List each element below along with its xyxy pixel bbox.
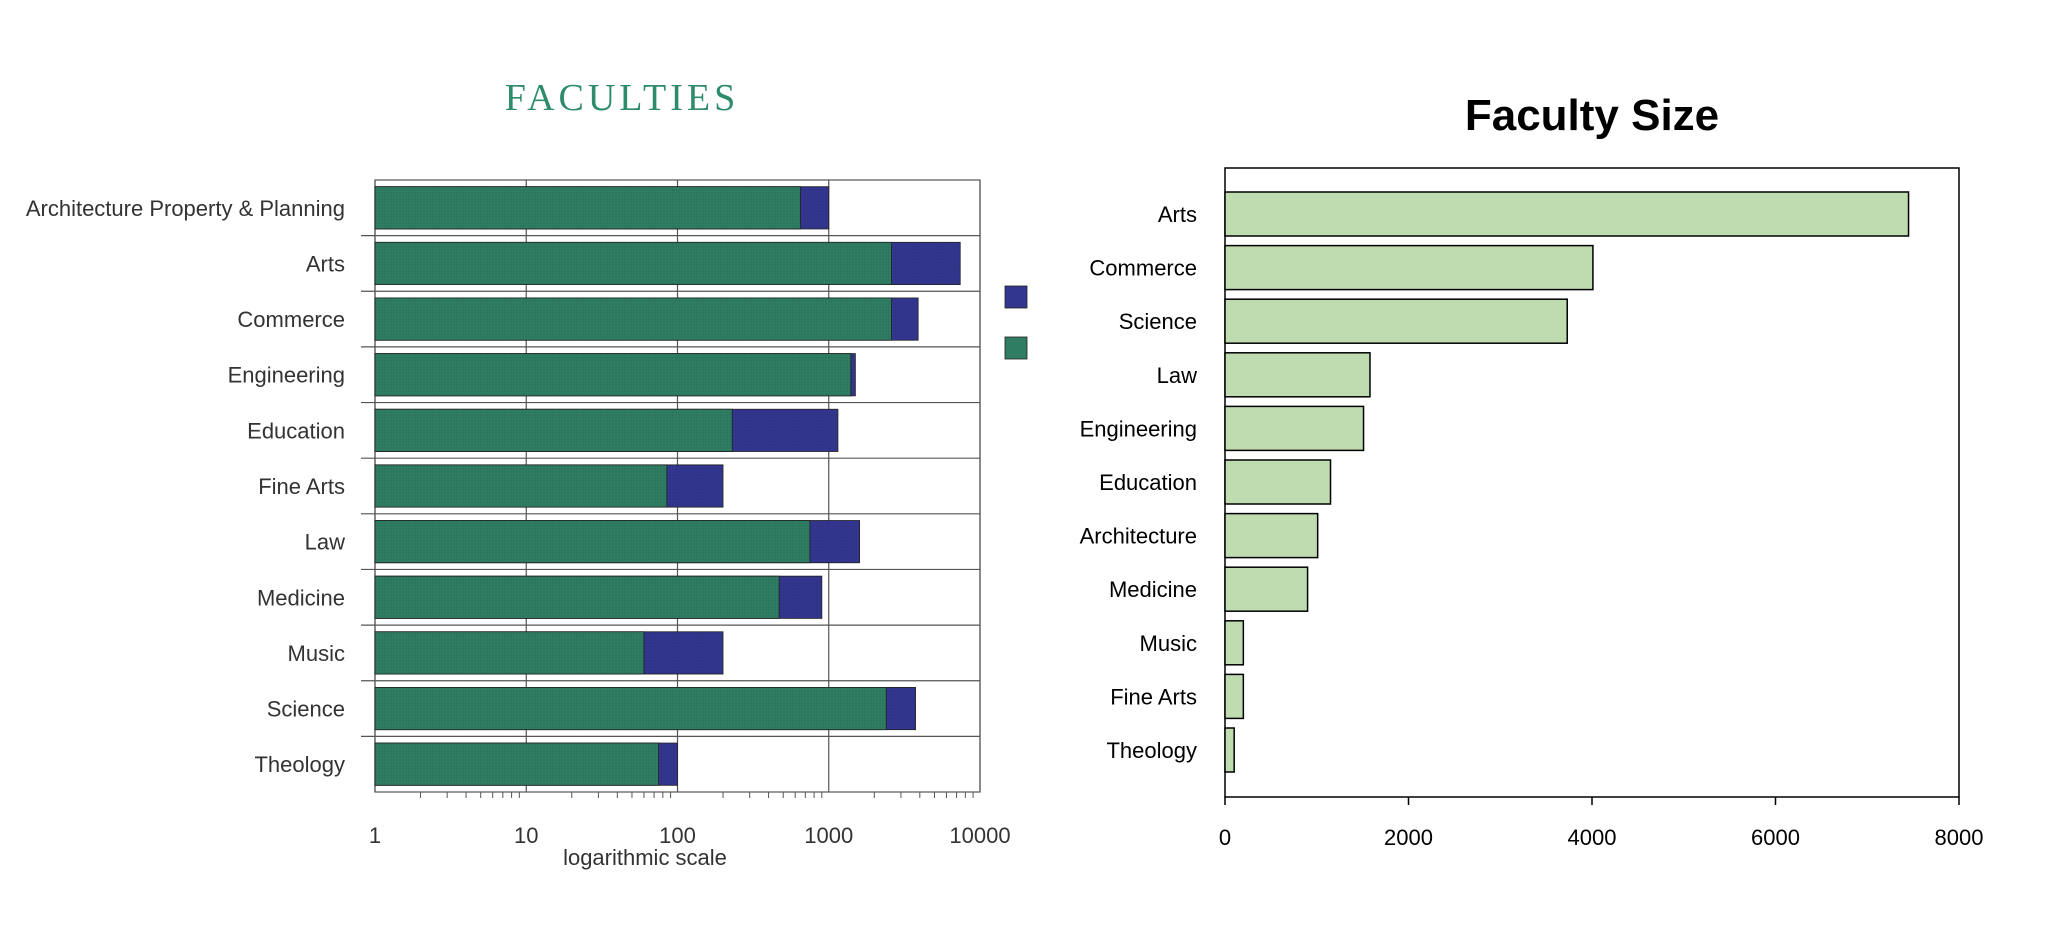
right-bar xyxy=(1224,244,1594,291)
right-category-label: Theology xyxy=(1106,738,1197,763)
right-category-label: Medicine xyxy=(1109,577,1197,602)
right-category-label: Music xyxy=(1140,631,1197,656)
left-tick-label: 100 xyxy=(659,823,696,848)
left-category-label: Theology xyxy=(254,752,345,777)
right-bar xyxy=(1224,673,1245,720)
left-bar-texture xyxy=(375,242,961,285)
right-category-label: Commerce xyxy=(1089,256,1197,281)
left-bar-texture xyxy=(375,687,916,730)
left-bar-texture xyxy=(375,409,838,452)
left-tick-label: 1 xyxy=(369,823,381,848)
right-category-label: Arts xyxy=(1158,202,1197,227)
left-bars xyxy=(374,186,961,786)
right-bar xyxy=(1224,191,1910,237)
right-category-labels: Arts Commerce Science Law Engineering Educati… xyxy=(1080,202,1198,763)
right-bar xyxy=(1224,459,1332,505)
right-category-label: Architecture xyxy=(1080,524,1197,549)
left-bar-texture xyxy=(375,520,860,563)
right-tick-label: 6000 xyxy=(1751,825,1800,850)
legend-swatch-blue xyxy=(1004,285,1028,309)
left-tick-label: 10000 xyxy=(949,823,1010,848)
left-chart: FACULTIES Architecture Property & Planni… xyxy=(26,77,1028,870)
right-bar xyxy=(1224,298,1568,344)
right-chart: Faculty Size Arts Commerce Science Law Engin… xyxy=(1080,91,1984,850)
left-category-label: Fine Arts xyxy=(258,474,345,499)
left-bar-texture xyxy=(375,631,724,675)
left-x-axis-label: logarithmic scale xyxy=(563,845,727,870)
right-bar xyxy=(1224,727,1235,773)
right-category-label: Engineering xyxy=(1080,416,1197,441)
left-tick-label: 10 xyxy=(514,823,538,848)
left-category-label: Law xyxy=(305,530,345,555)
right-tick-label: 8000 xyxy=(1935,825,1984,850)
right-chart-title: Faculty Size xyxy=(1465,91,1719,140)
left-bar-texture xyxy=(375,464,724,508)
left-bar-texture xyxy=(375,353,856,396)
right-category-label: Law xyxy=(1157,363,1197,388)
left-tick-labels: 1 10 100 1000 10000 xyxy=(369,823,1011,848)
right-bar xyxy=(1224,566,1309,612)
right-bars xyxy=(1224,191,1910,773)
right-bar xyxy=(1224,352,1371,398)
right-category-label: Fine Arts xyxy=(1110,684,1197,709)
left-category-label: Architecture Property & Planning xyxy=(26,196,345,221)
left-bar-texture xyxy=(375,297,919,341)
left-chart-title: FACULTIES xyxy=(505,77,739,119)
left-category-label: Commerce xyxy=(237,307,345,332)
left-category-label: Engineering xyxy=(228,363,345,388)
right-category-label: Science xyxy=(1119,309,1197,334)
legend-swatch-green xyxy=(1004,336,1028,360)
left-bar-texture xyxy=(375,576,822,619)
left-bar-texture xyxy=(375,743,678,786)
right-bar xyxy=(1224,405,1365,452)
left-category-label: Education xyxy=(247,418,345,443)
right-tick-labels: 0 2000 4000 6000 8000 xyxy=(1219,797,1984,850)
left-category-labels: Architecture Property & Planning Arts Comm… xyxy=(26,196,345,777)
left-category-label: Music xyxy=(288,641,345,666)
left-category-label: Arts xyxy=(306,251,345,276)
left-tick-label: 1000 xyxy=(804,823,853,848)
right-category-label: Education xyxy=(1099,470,1197,495)
left-category-label: Medicine xyxy=(257,585,345,610)
left-category-label: Science xyxy=(267,697,345,722)
right-tick-label: 0 xyxy=(1219,825,1231,850)
right-tick-label: 4000 xyxy=(1568,825,1617,850)
left-bar-texture xyxy=(375,186,829,229)
left-legend xyxy=(1004,285,1028,360)
right-bar xyxy=(1224,512,1319,559)
right-bar xyxy=(1224,620,1245,666)
right-tick-label: 2000 xyxy=(1384,825,1433,850)
